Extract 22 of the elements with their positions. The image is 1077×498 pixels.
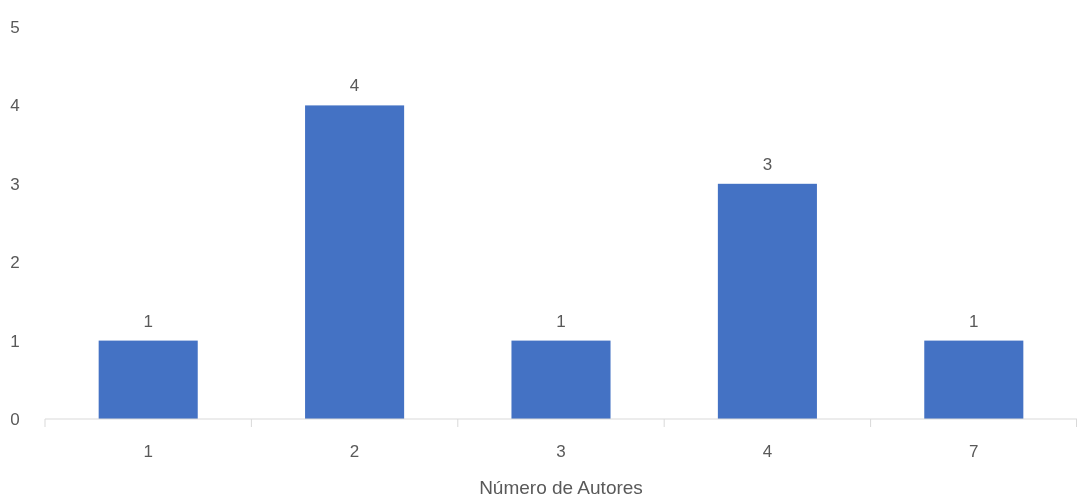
bar	[924, 340, 1024, 419]
data-label: 1	[969, 311, 979, 331]
data-label: 4	[349, 76, 360, 96]
y-tick-label: 1	[10, 331, 20, 351]
data-label: 3	[762, 154, 773, 174]
x-tick-label: 3	[556, 442, 566, 461]
x-tick-label: 4	[762, 442, 773, 461]
x-tick-label: 1	[143, 442, 153, 461]
y-tick-label: 5	[10, 17, 20, 37]
data-label: 1	[143, 311, 153, 331]
bar	[305, 105, 405, 419]
x-tick-label: 7	[969, 442, 979, 461]
y-tick-label: 3	[10, 174, 20, 194]
y-tick-label: 2	[10, 253, 20, 273]
y-tick-label: 4	[10, 96, 20, 116]
x-tick-label: 2	[349, 442, 360, 461]
data-label: 1	[556, 311, 566, 331]
y-tick-label: 0	[10, 409, 20, 429]
x-axis-title: Número de Autores	[479, 477, 643, 498]
bar	[717, 183, 817, 419]
bar	[98, 340, 198, 419]
bar	[511, 340, 611, 419]
